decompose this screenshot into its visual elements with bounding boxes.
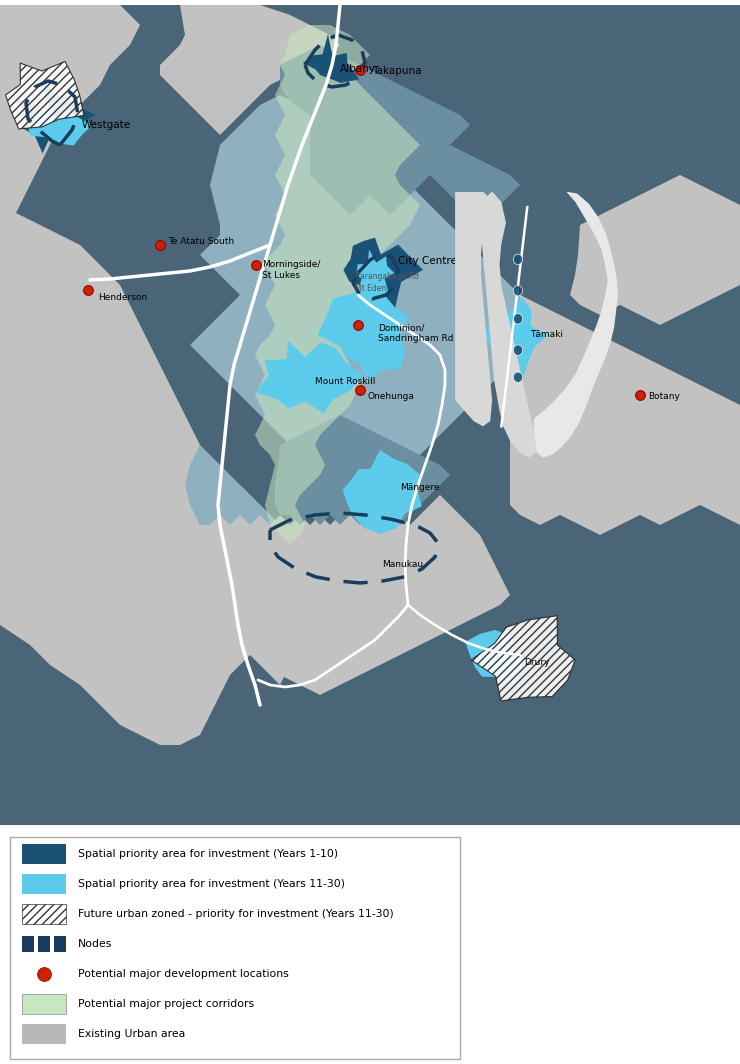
- Polygon shape: [317, 283, 409, 380]
- Text: Māngere: Māngere: [400, 483, 440, 493]
- Text: Botany: Botany: [648, 393, 680, 401]
- Text: Mount Roskill: Mount Roskill: [315, 378, 375, 386]
- Polygon shape: [343, 450, 422, 534]
- Polygon shape: [471, 616, 575, 701]
- Text: Albany: Albany: [340, 64, 376, 74]
- Text: Spatial priority area for investment (Years 1-10): Spatial priority area for investment (Ye…: [78, 849, 338, 859]
- Bar: [38, 936, 50, 952]
- Bar: [22, 904, 66, 924]
- Text: Mt Eden: Mt Eden: [355, 284, 386, 294]
- Circle shape: [514, 314, 522, 325]
- Text: Dominion/
Sandringham Rd: Dominion/ Sandringham Rd: [378, 323, 454, 343]
- Polygon shape: [510, 295, 740, 535]
- Circle shape: [514, 285, 522, 296]
- Bar: [22, 1024, 66, 1044]
- Polygon shape: [478, 297, 548, 378]
- Polygon shape: [310, 95, 520, 225]
- Polygon shape: [465, 630, 522, 684]
- Text: Te Atatu South: Te Atatu South: [168, 237, 234, 247]
- Polygon shape: [534, 192, 618, 458]
- Polygon shape: [190, 95, 550, 475]
- Text: Takapuna: Takapuna: [372, 66, 422, 76]
- Polygon shape: [256, 340, 363, 414]
- Polygon shape: [185, 445, 330, 625]
- Polygon shape: [28, 103, 92, 146]
- Text: City Centre: City Centre: [398, 256, 457, 266]
- Polygon shape: [160, 5, 340, 135]
- Text: Westgate: Westgate: [82, 120, 131, 130]
- Text: Existing Urban area: Existing Urban area: [78, 1029, 185, 1038]
- Text: Tāmaki: Tāmaki: [530, 331, 563, 339]
- Polygon shape: [0, 205, 330, 745]
- Bar: [22, 874, 66, 894]
- Text: Potential major development locations: Potential major development locations: [78, 969, 289, 979]
- Bar: [22, 844, 66, 864]
- Text: Future urban zoned - priority for investment (Years 11-30): Future urban zoned - priority for invest…: [78, 909, 394, 919]
- Text: Onehunga: Onehunga: [367, 393, 414, 401]
- Polygon shape: [0, 5, 140, 245]
- Bar: [10, 837, 460, 1059]
- Text: Henderson: Henderson: [98, 294, 147, 302]
- Polygon shape: [275, 415, 450, 525]
- Polygon shape: [570, 174, 740, 325]
- Polygon shape: [481, 192, 536, 458]
- Text: Karangahape Rd: Karangahape Rd: [355, 272, 419, 282]
- Text: Nodes: Nodes: [78, 938, 112, 949]
- Bar: [22, 994, 66, 1014]
- Circle shape: [514, 345, 522, 355]
- Polygon shape: [6, 62, 84, 129]
- Bar: [54, 936, 66, 952]
- Text: Drury: Drury: [524, 659, 550, 667]
- Text: Potential major project corridors: Potential major project corridors: [78, 999, 254, 1009]
- Polygon shape: [12, 81, 95, 153]
- Circle shape: [514, 372, 522, 382]
- Polygon shape: [255, 24, 420, 545]
- Polygon shape: [354, 249, 394, 301]
- Text: Spatial priority area for investment (Years 11-30): Spatial priority area for investment (Ye…: [78, 879, 345, 888]
- Polygon shape: [303, 34, 360, 83]
- Polygon shape: [280, 45, 470, 145]
- Polygon shape: [200, 495, 510, 695]
- Bar: [22, 936, 34, 952]
- Text: Manukau: Manukau: [382, 561, 423, 569]
- Text: Morningside/
St Lukes: Morningside/ St Lukes: [262, 261, 320, 280]
- Circle shape: [514, 254, 522, 265]
- Polygon shape: [343, 237, 423, 318]
- Polygon shape: [455, 192, 492, 427]
